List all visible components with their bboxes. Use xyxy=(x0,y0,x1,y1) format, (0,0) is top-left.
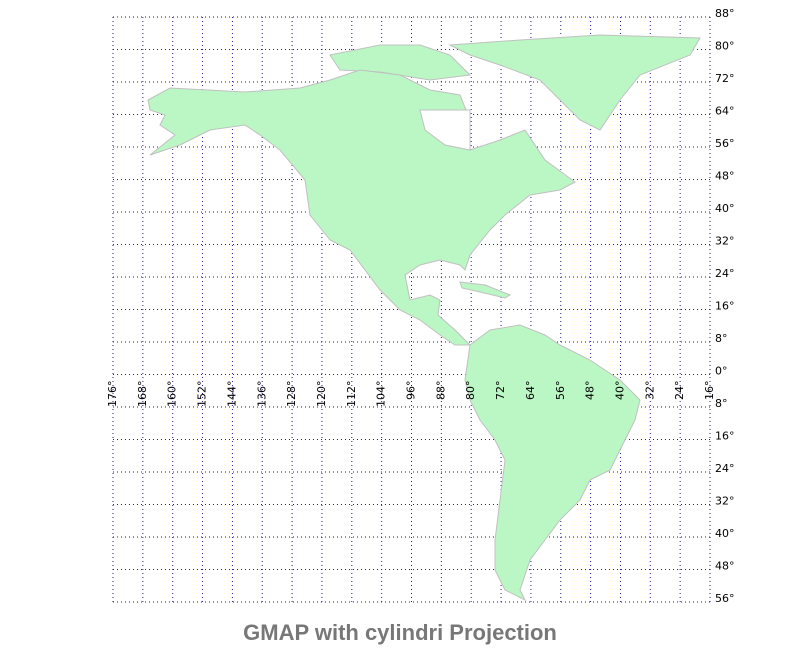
latitude-label: 16° xyxy=(715,300,735,313)
latitude-label: 56° xyxy=(715,137,735,150)
latitude-label: 48° xyxy=(715,170,735,183)
longitude-label: 144° xyxy=(225,381,238,408)
latitude-label: 24° xyxy=(715,462,735,475)
north-america xyxy=(147,69,576,346)
latitude-label: 80° xyxy=(715,40,735,53)
caribbean xyxy=(459,281,512,299)
latitude-label: 40° xyxy=(715,527,735,540)
latitude-label: 32° xyxy=(715,235,735,248)
longitude-label: 40° xyxy=(613,381,626,401)
longitude-label: 80° xyxy=(464,381,477,401)
longitude-label: 128° xyxy=(285,381,298,408)
longitude-label: 160° xyxy=(166,381,179,408)
latitude-label: 0° xyxy=(715,365,728,378)
longitude-label: 104° xyxy=(375,381,388,408)
latitude-label: 8° xyxy=(715,397,728,410)
latitude-label: 56° xyxy=(715,592,735,605)
latitude-label: 32° xyxy=(715,495,735,508)
longitude-label: 168° xyxy=(136,381,149,408)
longitude-label: 112° xyxy=(345,381,358,408)
greenland xyxy=(448,34,701,131)
latitude-label: 16° xyxy=(715,430,735,443)
longitude-label: 152° xyxy=(196,381,209,408)
longitude-label: 176° xyxy=(106,381,119,408)
latitude-label: 72° xyxy=(715,72,735,85)
longitude-label: 120° xyxy=(315,381,328,408)
longitude-label: 64° xyxy=(524,381,537,401)
latitude-label: 88° xyxy=(715,7,735,20)
longitude-label: 136° xyxy=(255,381,268,408)
graticule-labels: 176° 168° 160° 152° 144° 136° 128° 120° 112° 104°… xyxy=(106,7,735,605)
longitude-label: 96° xyxy=(405,381,418,401)
longitude-label: 16° xyxy=(703,381,716,401)
graticule xyxy=(112,16,711,603)
land xyxy=(147,34,701,602)
latitude-label: 48° xyxy=(715,560,735,573)
longitude-label: 88° xyxy=(434,381,447,401)
latitude-label: 8° xyxy=(715,332,728,345)
longitude-label: 32° xyxy=(643,381,656,401)
hudson-bay xyxy=(419,109,471,151)
longitude-label: 24° xyxy=(673,381,686,401)
south-america xyxy=(464,324,641,602)
longitude-label: 72° xyxy=(494,381,507,401)
latitude-label: 24° xyxy=(715,267,735,280)
longitude-label: 48° xyxy=(584,381,597,401)
latitude-label: 64° xyxy=(715,105,735,118)
latitude-label: 40° xyxy=(715,202,735,215)
longitude-label: 56° xyxy=(554,381,567,401)
map-title: GMAP with cylindri Projection xyxy=(243,620,557,645)
